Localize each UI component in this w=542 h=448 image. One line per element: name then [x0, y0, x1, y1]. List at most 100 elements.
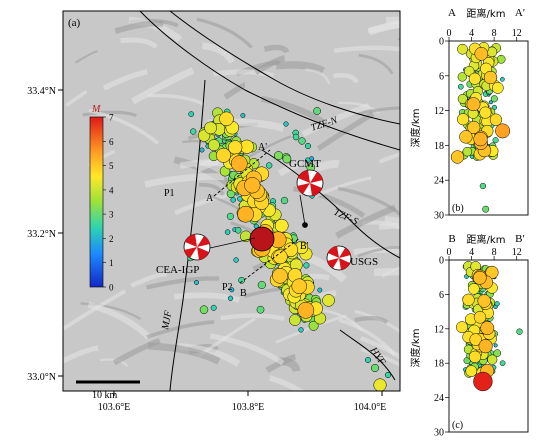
hypocenter: [462, 293, 475, 306]
epicenter: [194, 280, 199, 285]
terrain-ridge: [223, 82, 246, 100]
terrain-ridge: [358, 53, 394, 75]
terrain-ridge: [82, 110, 137, 118]
map-panel: (a) TZF-N TZF-S MJF HYF GCMT CEA-IGP USG…: [27, 10, 401, 413]
colorbar-tick-label: 5: [109, 161, 114, 171]
epicenter: [308, 320, 319, 331]
terrain-ridge: [201, 42, 236, 64]
terrain-ridge: [144, 173, 225, 188]
terrain-ridge: [268, 375, 306, 391]
hypocenter: [487, 354, 498, 365]
hypocenter: [450, 150, 465, 164]
fault-hyf: [339, 329, 396, 381]
panel-b-label: (b): [452, 203, 464, 214]
hypocenter: [477, 294, 491, 308]
terrain-ridge: [120, 37, 158, 49]
epicenter: [226, 212, 234, 220]
hypocenter: [466, 97, 481, 112]
terrain-ridge: [338, 318, 397, 357]
fault-tzf-north-branch: [169, 11, 400, 125]
hypocenter: [493, 349, 502, 358]
hypocenter: [467, 120, 481, 134]
epicenter: [384, 371, 392, 379]
epicenter: [313, 107, 321, 115]
epicenter: [188, 111, 195, 117]
mainshock-marker: [249, 226, 275, 252]
colorbar-tick-label: 0: [109, 283, 114, 293]
terrain-ridge: [197, 317, 256, 358]
hypocenter: [480, 321, 495, 336]
epicenter: [230, 197, 236, 203]
hypocenter: [478, 339, 493, 354]
profile-c-end: B′: [515, 233, 525, 245]
hypocenter: [457, 83, 464, 90]
epicenter: [216, 147, 231, 163]
lon-tick-3: 104.0°E: [354, 402, 387, 413]
terrain-ridge: [213, 69, 275, 79]
terrain-ridge: [333, 73, 359, 84]
fault-tzf-n: [139, 11, 400, 151]
epicenter: [304, 157, 311, 164]
epicenter: [282, 154, 292, 164]
epicenter: [207, 139, 220, 152]
hypocenter: [457, 113, 470, 126]
profile-b-line: [239, 237, 301, 284]
epicenter: [240, 113, 246, 118]
terrain-ridge: [263, 44, 290, 54]
epicenter: [272, 249, 288, 265]
scale-bar: 10 km: [76, 380, 140, 401]
label-usgs: USGS: [350, 256, 378, 268]
hypocenter: [496, 54, 506, 64]
epicenter: [274, 151, 283, 161]
epicenter: [370, 363, 380, 373]
terrain-ridge: [88, 108, 160, 145]
terrain-ridge: [312, 176, 372, 199]
profile-xtick-label: 0: [447, 28, 452, 39]
terrain-ridge: [113, 337, 161, 366]
magnitude-colorbar: M 7 6 5 4 3 2 1 0: [89, 104, 114, 293]
profile-b-frame: [448, 40, 529, 216]
terrain-ridge: [316, 111, 375, 151]
terrain-ridge: [301, 103, 370, 137]
epicenter: [292, 133, 300, 141]
hypocenter: [462, 146, 473, 157]
colorbar-tick-label: 4: [109, 185, 114, 195]
profile-ytick-label: 24: [434, 393, 444, 404]
map-lon-ticks: 103.6°E 103.8°E 104.0°E: [98, 391, 387, 413]
profile-ytick-label: 30: [434, 211, 444, 222]
profile-b-xlabel: 距离/km: [467, 7, 506, 20]
terrain-ridge: [131, 67, 195, 105]
profile-xtick-label: 12: [512, 247, 522, 258]
terrain-ridge: [146, 276, 220, 290]
profile-c-yticks: 0 6 12 18 24 30: [434, 256, 449, 439]
hypocenter: [490, 95, 498, 103]
colorbar-tick-label: 1: [109, 258, 114, 268]
hypocenter: [459, 130, 473, 144]
terrain-ridge: [367, 21, 400, 34]
colorbar-gradient: [89, 116, 104, 288]
profile-ytick-label: 18: [434, 359, 444, 370]
profile-c-hypocenters: [456, 261, 523, 392]
hypocenter: [489, 113, 503, 126]
hypocenter: [472, 270, 487, 285]
profile-panel-b: A A′ 距离/km 0 4 8 12 0 6 12 18 24 30 深度/km (b): [409, 7, 529, 222]
label-p1: P1: [164, 188, 175, 199]
terrain-ridge: [114, 20, 164, 34]
profile-ytick-label: 0: [439, 37, 444, 48]
beachball-cea-igp: [183, 233, 211, 261]
panel-a-label: (a): [68, 17, 81, 29]
epicenter: [204, 121, 217, 135]
mechanism-leaders: [209, 194, 308, 249]
terrain-ridge: [130, 271, 168, 288]
profile-c-ylabel: 深度/km: [409, 329, 422, 368]
terrain-ridge: [102, 69, 148, 91]
epicenter: [256, 305, 265, 314]
hypocenter: [468, 283, 480, 295]
hypocenter: [473, 371, 493, 392]
epicenter: [274, 218, 289, 233]
panel-c-label: (c): [452, 420, 463, 431]
terrain-ridge: [63, 289, 127, 331]
label-p2: P2: [222, 282, 233, 293]
epicenter: [199, 147, 205, 153]
